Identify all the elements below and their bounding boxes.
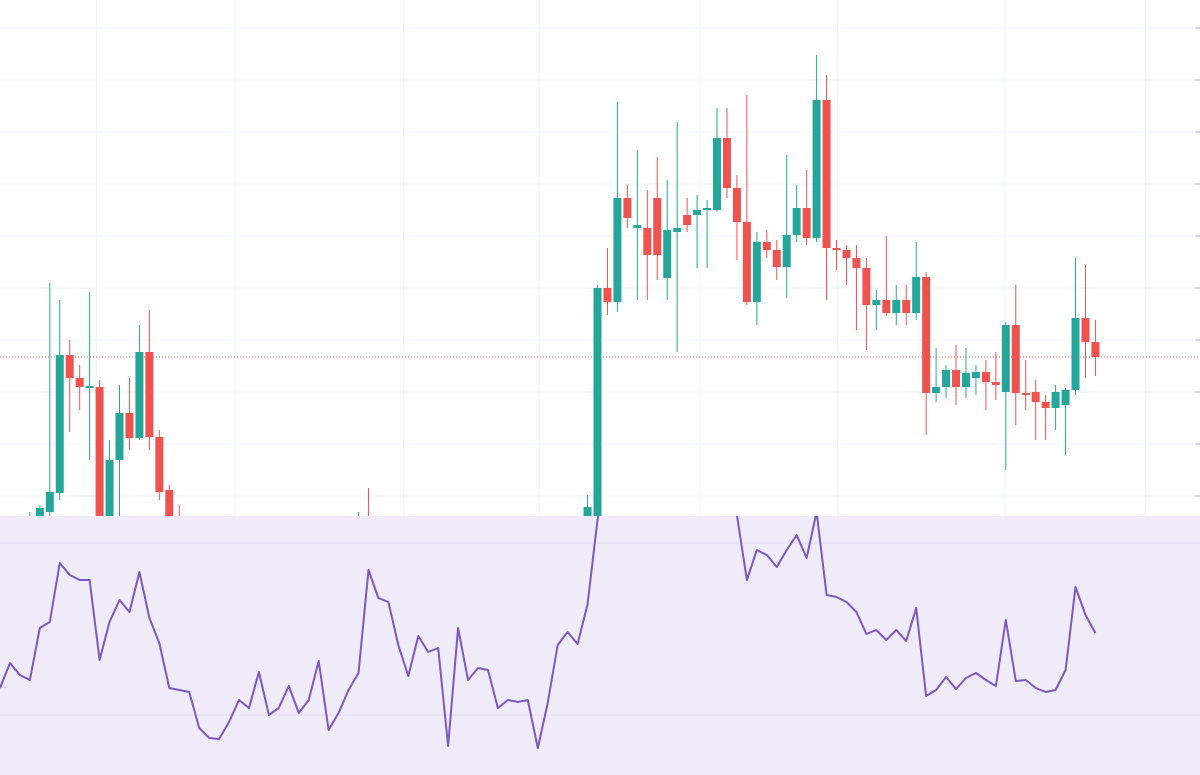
candle-body <box>713 138 722 210</box>
candle-body <box>643 228 652 255</box>
candle-body <box>802 208 811 238</box>
candle-body <box>145 352 154 437</box>
candle-body <box>882 300 891 313</box>
candle-body <box>613 198 622 302</box>
candle-body <box>942 370 951 387</box>
candle-body <box>1061 390 1070 405</box>
candle-body <box>105 460 114 530</box>
candle-body <box>932 387 941 393</box>
candle-body <box>115 413 124 460</box>
candle-body <box>1011 325 1020 393</box>
candle-body <box>683 215 692 225</box>
candle-body <box>991 382 1000 385</box>
candle-body <box>822 100 831 248</box>
candle-body <box>832 248 841 250</box>
indicator-pane <box>0 516 1200 775</box>
candle-body <box>663 230 672 278</box>
candle-body <box>852 258 861 268</box>
indicator-line <box>0 516 1097 749</box>
candle-body <box>165 490 174 530</box>
candle-body <box>75 378 84 387</box>
candle-body <box>65 355 74 378</box>
candle-body <box>772 250 781 267</box>
candle-body <box>673 228 682 232</box>
candle-body <box>782 235 791 267</box>
candle-body <box>792 208 801 235</box>
candle-body <box>742 222 751 302</box>
candle-body <box>1041 402 1050 408</box>
candle-body <box>135 352 144 438</box>
candle-body <box>1051 392 1060 408</box>
candle-body <box>971 372 980 378</box>
candle-body <box>922 277 931 393</box>
candle-body <box>593 288 602 520</box>
candle-body <box>633 225 642 228</box>
candle-body <box>693 210 702 215</box>
candle-body <box>912 277 921 313</box>
candle-body <box>623 198 632 218</box>
candle-body <box>603 288 612 302</box>
candle-body <box>1071 318 1080 390</box>
candle-body <box>902 300 911 313</box>
candle-body <box>872 300 881 305</box>
candle-body <box>1021 393 1030 395</box>
candle-body <box>35 508 44 516</box>
candle-body <box>892 300 901 313</box>
candle-body <box>981 372 990 382</box>
candle-body <box>732 188 741 222</box>
candle-body <box>812 100 821 238</box>
candle-body <box>155 437 164 492</box>
candle-body <box>85 386 94 388</box>
candle-body <box>95 387 104 530</box>
candle-body <box>961 373 970 387</box>
candle-body <box>722 138 731 188</box>
candle-body <box>55 355 64 493</box>
candle-body <box>703 208 712 210</box>
candle-body <box>653 198 662 255</box>
candle-body <box>862 268 871 305</box>
candle-body <box>842 250 851 258</box>
candle-body <box>762 242 771 250</box>
candle-body <box>1081 318 1090 342</box>
candle-body <box>45 492 54 512</box>
candle-body <box>952 370 961 387</box>
candle-body <box>752 242 761 302</box>
indicator-layer <box>0 516 1097 749</box>
candle-body <box>125 413 134 438</box>
candle-body <box>1091 342 1100 357</box>
candle-body <box>1031 392 1040 402</box>
candle-body <box>1001 325 1010 392</box>
